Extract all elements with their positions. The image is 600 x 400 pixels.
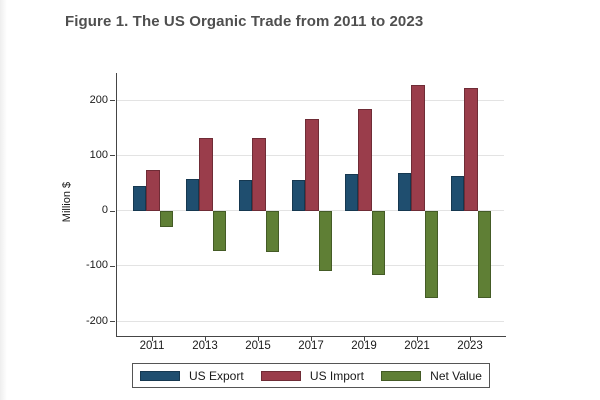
x-tick [470, 337, 471, 341]
bar-net-value-2011 [159, 210, 174, 227]
bar-us-export-2023 [450, 175, 465, 211]
legend-label-us-export: US Export [189, 368, 244, 383]
bar-us-import-2019 [358, 108, 372, 211]
bar-us-import-2015 [252, 138, 266, 211]
legend-item-us-import: US Import [260, 368, 364, 383]
y-tick-label-0: 0 [101, 204, 108, 217]
x-tick-label-2017: 2017 [298, 340, 324, 352]
y-tick-label--100: -100 [85, 259, 108, 272]
y-tick [110, 265, 115, 267]
gridline--100 [117, 265, 504, 267]
bar-us-import-2017 [305, 118, 319, 211]
figure-title: Figure 1. The US Organic Trade from 2011… [65, 13, 424, 30]
legend-item-us-export: US Export [140, 369, 244, 383]
x-tick [258, 337, 259, 341]
x-tick [311, 337, 312, 341]
y-tick [110, 321, 115, 323]
x-tick [205, 337, 206, 341]
y-tick-label--200: -200 [85, 314, 108, 327]
bar-us-export-2017 [291, 179, 306, 211]
legend-label-us-import: US Import [309, 368, 364, 383]
y-tick [110, 100, 115, 102]
x-tick [364, 337, 365, 341]
bar-us-import-2011 [146, 169, 160, 211]
bar-net-value-2019 [371, 210, 386, 276]
y-tick [110, 210, 115, 212]
bar-us-export-2011 [132, 185, 147, 211]
x-tick-label-2013: 2013 [192, 340, 218, 352]
bar-us-export-2013 [185, 179, 200, 211]
gridline--200 [117, 320, 504, 322]
legend-label-net-value: Net Value [430, 368, 482, 383]
bar-us-import-2021 [411, 85, 425, 211]
bar-us-import-2023 [464, 88, 478, 211]
x-tick-label-2019: 2019 [351, 340, 377, 352]
x-tick-label-2023: 2023 [457, 340, 483, 352]
y-axis-title: Million $ [61, 181, 73, 223]
x-tick-label-2015: 2015 [245, 340, 271, 352]
bar-us-export-2019 [344, 173, 359, 211]
x-tick [152, 337, 153, 341]
bar-us-export-2015 [238, 179, 253, 211]
x-tick-label-2011: 2011 [139, 340, 165, 352]
legend-swatch-net-value [381, 370, 422, 381]
legend-item-net-value: Net Value [381, 369, 482, 383]
x-tick [417, 337, 418, 341]
gridline-200 [117, 99, 504, 101]
bar-us-import-2013 [199, 138, 213, 211]
x-tick-label-2021: 2021 [404, 340, 430, 352]
legend-swatch-us-export [140, 370, 180, 381]
bar-net-value-2017 [318, 210, 333, 272]
y-tick-label-100: 100 [89, 148, 108, 161]
y-tick [110, 155, 115, 157]
legend: US Export US Import Net Value [132, 363, 490, 388]
bar-net-value-2023 [477, 210, 492, 298]
y-tick-label-200: 200 [89, 93, 108, 106]
bar-net-value-2021 [424, 210, 439, 299]
bar-net-value-2013 [212, 210, 227, 252]
bar-net-value-2015 [265, 210, 280, 252]
plot-area [116, 73, 506, 337]
bar-us-export-2021 [397, 173, 412, 211]
legend-swatch-us-import [260, 370, 301, 381]
gridline-0 [117, 210, 504, 212]
